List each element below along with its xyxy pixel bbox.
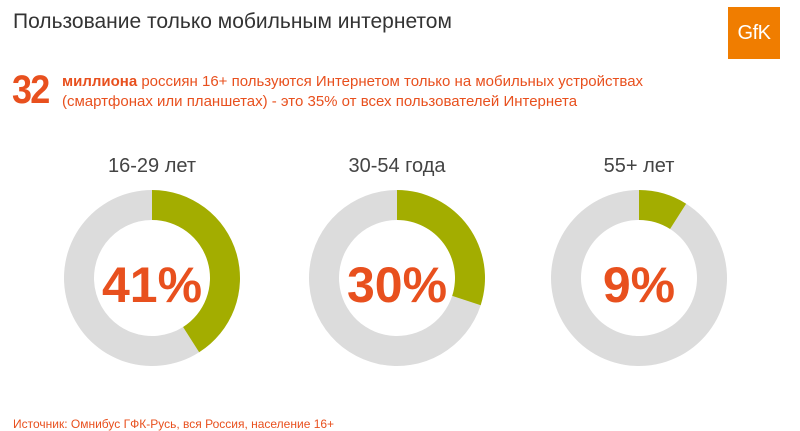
donut-chart-1: 16-29 лет 41% — [64, 155, 241, 366]
page-title: Пользование только мобильным интернетом — [13, 10, 452, 33]
donut-title-3: 55+ лет — [604, 155, 675, 177]
lead-strong: миллиона — [62, 73, 138, 90]
donut-remainder-3 — [551, 190, 727, 366]
lead-line1: россиян 16+ пользуются Интернетом только… — [137, 73, 644, 90]
donut-title-2: 30-54 года — [348, 155, 446, 177]
logo-text: GfK — [737, 21, 771, 44]
gfk-logo: GfK — [728, 7, 780, 59]
donut-label-3: 9% — [603, 257, 675, 313]
donut-value-arc-2 — [397, 190, 485, 306]
donut-title-1: 16-29 лет — [108, 155, 196, 177]
lead-text: миллиона россиян 16+ пользуются Интернет… — [62, 72, 782, 112]
lead-line2: (смартфонах или планшетах) - это 35% от … — [62, 93, 578, 110]
donut-label-2: 30% — [347, 257, 447, 313]
lead-number: 32 — [12, 68, 50, 112]
donut-label-1: 41% — [102, 257, 202, 313]
donut-value-arc-1 — [152, 190, 241, 353]
donut-chart-3: 55+ лет 9% — [551, 155, 727, 366]
source-note: Источник: Омнибус ГФК-Русь, вся Россия, … — [13, 417, 335, 431]
donut-chart-2: 30-54 года 30% — [308, 155, 485, 366]
donut-remainder-2 — [308, 190, 481, 366]
donut-value-arc-3 — [639, 190, 687, 230]
donut-remainder-1 — [64, 190, 200, 366]
